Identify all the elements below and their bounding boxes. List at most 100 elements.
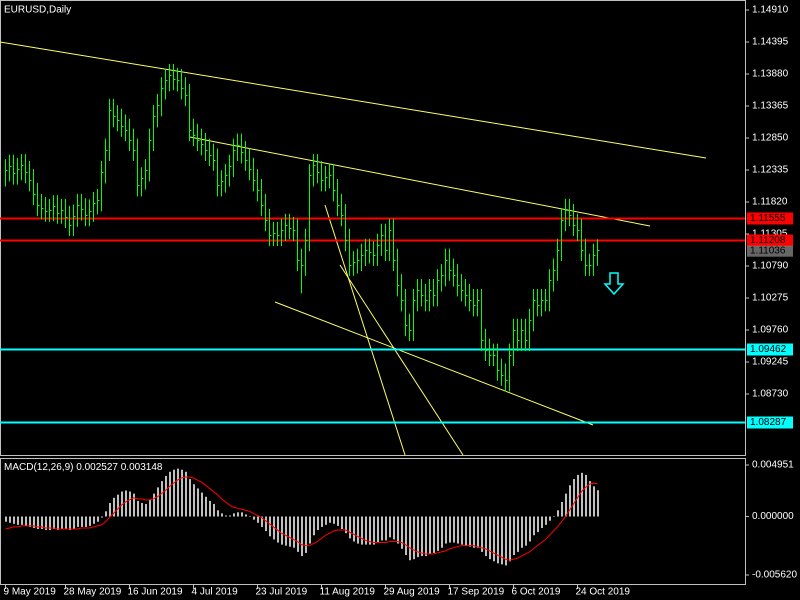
x-tick-label: 16 Jun 2019 (128, 587, 183, 598)
macd-histogram-bar (277, 516, 279, 543)
macd-histogram-bar (229, 515, 231, 517)
macd-histogram-bar (281, 516, 283, 545)
macd-histogram-bar (221, 513, 223, 517)
macd-histogram-bar (81, 516, 83, 527)
y-tick-label: -0.005620 (752, 570, 797, 581)
level-label-box (747, 234, 793, 247)
macd-histogram-bar (373, 516, 375, 545)
trend-lines (0, 41, 707, 456)
bid-label-box (747, 245, 793, 257)
macd-value: 0.002527 (76, 462, 118, 473)
y-tick-label: 1.09245 (752, 357, 789, 368)
x-tick-label: 29 Aug 2019 (384, 587, 441, 598)
macd-histogram-bar (45, 516, 47, 531)
macd-histogram-bar (233, 513, 235, 517)
macd-histogram-bar (521, 516, 523, 548)
macd-histogram-bar (121, 491, 123, 517)
y-tick-label: 1.12850 (752, 133, 789, 144)
macd-histogram-bar (505, 516, 507, 566)
macd-histogram-bar (501, 516, 503, 565)
macd-histogram-bar (85, 516, 87, 527)
macd-histogram-bar (365, 516, 367, 545)
macd-histogram-bar (49, 516, 51, 531)
trend-line (0, 41, 707, 159)
macd-histogram-bar (89, 516, 91, 526)
macd-histogram-bar (161, 481, 163, 517)
macd-histogram-bar (525, 516, 527, 546)
macd-histogram-bar (509, 516, 511, 562)
macd-histogram-bar (545, 516, 547, 525)
macd-histogram-bar (197, 488, 199, 517)
macd-histogram-bar (133, 493, 135, 517)
macd-histogram-bar (349, 516, 351, 539)
macd-histogram-bar (113, 497, 115, 517)
macd-histogram-bar (337, 516, 339, 526)
macd-histogram-bar (77, 516, 79, 527)
trend-line (189, 136, 651, 227)
macd-histogram-bar (157, 487, 159, 517)
macd-histogram-bar (97, 516, 99, 522)
indicator-name: MACD(12,26,9) (4, 462, 73, 473)
macd-panel-frame (0, 458, 746, 585)
macd-histogram-bar (117, 494, 119, 517)
macd-histogram-bar (217, 510, 219, 517)
macd-histogram-bar (513, 516, 515, 556)
macd-histogram-bar (589, 481, 591, 517)
macd-histogram-bar (465, 516, 467, 546)
macd-histogram-bar (573, 479, 575, 517)
macd-histogram-bar (369, 516, 371, 545)
y-tick-label: 0.000000 (752, 511, 794, 522)
macd-histogram-bar (209, 500, 211, 517)
macd-histogram-bar (429, 516, 431, 554)
macd-histogram-bar (441, 516, 443, 548)
trend-line (274, 301, 594, 426)
macd-histogram-bar (425, 516, 427, 557)
macd-histogram-bar (25, 516, 27, 526)
macd-histogram-bar (177, 468, 179, 517)
macd-histogram-bar (237, 512, 239, 517)
macd-histogram-bar (361, 516, 363, 545)
indicator-label: MACD(12,26,9) 0.002527 0.003148 (4, 462, 163, 473)
macd-histogram-bar (241, 512, 243, 517)
macd-histogram-bar (185, 471, 187, 517)
macd-histogram-bar (65, 516, 67, 530)
macd-histogram-bar (453, 516, 455, 543)
sell-arrow (603, 272, 625, 296)
macd-histogram-bar (413, 516, 415, 560)
level-label-box (747, 416, 793, 429)
macd-histogram-bar (289, 516, 291, 547)
macd-histogram-bar (405, 516, 407, 556)
macd-histogram-bar (13, 516, 15, 524)
macd-histogram-bar (297, 516, 299, 552)
macd-histogram-bar (433, 516, 435, 553)
macd-histogram-bar (137, 500, 139, 517)
macd-histogram-bar (357, 516, 359, 544)
macd-histogram-bar (257, 516, 259, 523)
macd-histogram-bar (165, 475, 167, 517)
macd-histogram-bar (37, 516, 39, 530)
macd-histogram-bar (409, 516, 411, 561)
level-label: 1.08287 (750, 417, 787, 428)
macd-histogram-bar (417, 516, 419, 558)
macd-histogram-bar (41, 516, 43, 530)
macd-histogram-bar (145, 504, 147, 517)
macd-histogram-bar (329, 516, 331, 523)
macd-histogram-bar (461, 516, 463, 545)
y-tick-label: 1.09760 (752, 325, 789, 336)
macd-histogram-bar (153, 493, 155, 517)
macd-histogram-bar (245, 514, 247, 517)
macd-histogram-bar (33, 516, 35, 528)
level-label-box (747, 212, 793, 225)
macd-histogram-bar (541, 516, 543, 528)
macd-histogram-bar (213, 504, 215, 517)
macd-histogram-bar (517, 516, 519, 552)
macd-histogram-bar (109, 502, 111, 517)
macd-histogram-bar (225, 515, 227, 517)
macd-histogram-bar (321, 516, 323, 527)
macd-histogram-bar (593, 486, 595, 517)
macd-histogram-bar (253, 516, 255, 520)
macd-histogram-bar (105, 511, 107, 517)
macd-histogram-bar (597, 490, 599, 517)
macd-histogram-bar (345, 516, 347, 534)
